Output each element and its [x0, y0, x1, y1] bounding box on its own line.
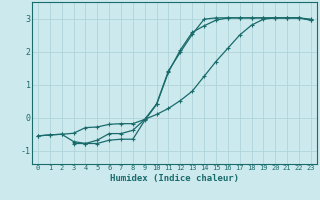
X-axis label: Humidex (Indice chaleur): Humidex (Indice chaleur)	[110, 174, 239, 183]
